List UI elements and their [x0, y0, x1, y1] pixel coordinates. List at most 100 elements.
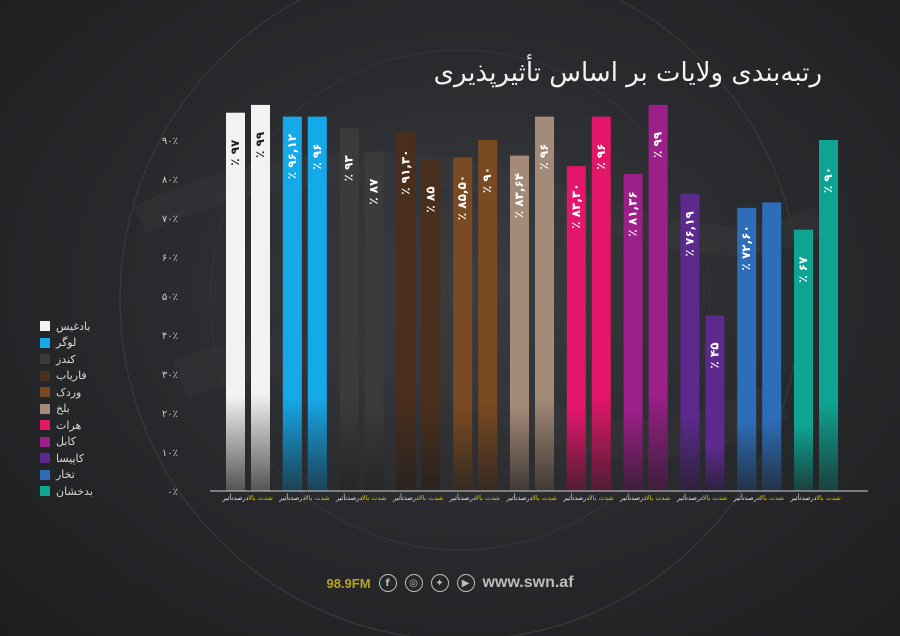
- x-tick-label: شدت بالا: [759, 494, 784, 502]
- bar-shade: [282, 397, 302, 491]
- website-link[interactable]: www.swn.af: [482, 574, 574, 591]
- bar-shade: [680, 416, 700, 491]
- bar-shade: [396, 401, 416, 491]
- legend-swatch: [40, 370, 50, 381]
- x-tick-label: درصدتأثیر: [335, 493, 362, 502]
- x-tick-label: شدت بالا: [703, 494, 728, 502]
- bar-shade: [226, 396, 245, 491]
- bar-shade: [251, 394, 270, 491]
- legend-label: هرات: [56, 418, 82, 432]
- x-tick-label: شدت بالا: [816, 494, 841, 502]
- bar-shade: [478, 403, 498, 491]
- bar-shade: [510, 407, 529, 491]
- legend-swatch: [40, 420, 50, 431]
- legend-swatch: [40, 453, 50, 464]
- bar-shade: [705, 447, 725, 491]
- x-tick-label: شدت بالا: [305, 494, 330, 502]
- x-tick-label: شدت بالا: [248, 494, 273, 502]
- legend-item: بادغیس: [40, 318, 130, 335]
- bar-shade: [819, 403, 838, 491]
- legend-item: لوگر: [40, 335, 130, 352]
- legend-swatch: [40, 354, 50, 365]
- x-tick-label: درصدتأثیر: [562, 493, 589, 502]
- x-tick-label: درصدتأثیر: [278, 493, 305, 502]
- y-tick-label: ۸۰٪: [162, 175, 178, 186]
- footer: 98.9FM f ◎ ✦ ▶ www.swn.af: [0, 574, 900, 592]
- bar-value-label: ٪ ۹۷: [228, 139, 242, 166]
- bar-shade: [535, 397, 554, 491]
- x-tick-label: شدت بالا: [646, 494, 671, 502]
- legend-label: بادغیس: [56, 319, 91, 333]
- x-tick-label: شدت بالا: [589, 494, 614, 502]
- y-tick-label: ۴۰٪: [162, 331, 178, 342]
- legend-swatch: [40, 469, 50, 480]
- bar-value-label: ٪ ۴۵: [707, 342, 721, 368]
- legend-swatch: [40, 337, 50, 348]
- legend-item: وردک: [40, 384, 130, 401]
- x-tick-label: درصدتأثیر: [449, 493, 476, 502]
- legend-swatch: [40, 321, 50, 332]
- legend-swatch: [40, 387, 50, 398]
- y-tick-label: ۱۰٪: [162, 448, 178, 459]
- y-tick-label: ۵۰٪: [162, 292, 178, 303]
- bar-shade: [591, 397, 611, 491]
- bar-value-label: ٪ ۶۷: [796, 256, 810, 283]
- instagram-icon[interactable]: ◎: [404, 574, 423, 592]
- bar-value-label: ٪ ۹۰: [821, 167, 835, 193]
- y-tick-label: ۰٪: [167, 487, 178, 498]
- bar-shade: [453, 407, 473, 491]
- bar-value-label: ٪ ۷۲,۶۰: [739, 225, 753, 270]
- legend-item: هرات: [40, 417, 130, 434]
- legend-label: کندز: [56, 352, 76, 366]
- x-tick-label: شدت بالا: [532, 494, 557, 502]
- bar-value-label: ٪ ۹۹: [253, 131, 267, 158]
- bar-shade: [421, 408, 441, 491]
- bar-value-label: ٪ ۹۰: [480, 167, 494, 193]
- legend-label: کابل: [56, 435, 76, 449]
- legend: بادغیس لوگر کندز فاریاب وردک بلخ هرات کابل کاپیس…: [40, 318, 130, 500]
- bar-value-label: ٪ ۹۹: [651, 131, 665, 158]
- legend-label: بلخ: [56, 402, 70, 416]
- x-tick-label: درصدتأثیر: [733, 493, 760, 502]
- legend-label: تخار: [56, 468, 75, 482]
- bar-value-label: ٪ ۸۳,۶۴: [512, 173, 526, 218]
- bar-shade: [762, 418, 782, 491]
- y-tick-label: ۹۰٪: [162, 136, 178, 147]
- bar-value-label: ٪ ۹۶: [594, 144, 608, 170]
- twitter-icon[interactable]: ✦: [430, 574, 449, 592]
- bar-value-label: ٪ ۸۱,۳۶: [626, 191, 640, 236]
- x-tick-label: درصدتأثیر: [505, 493, 532, 502]
- legend-item: کندز: [40, 351, 130, 368]
- bar-value-label: ٪ ۸۵: [423, 186, 437, 212]
- legend-label: فاریاب: [56, 369, 87, 383]
- bar-value-label: ٪ ۸۵,۵۰: [455, 175, 469, 220]
- legend-swatch: [40, 403, 50, 414]
- legend-item: کابل: [40, 434, 130, 451]
- chart-title: رتبه‌بندی ولایات بر اساس تأثیرپذیری: [433, 58, 822, 88]
- y-tick-label: ۷۰٪: [162, 214, 178, 225]
- facebook-icon[interactable]: f: [378, 574, 397, 592]
- legend-item: بدخشان: [40, 483, 130, 500]
- legend-swatch: [40, 436, 50, 447]
- youtube-icon[interactable]: ▶: [456, 574, 475, 592]
- y-tick-label: ۳۰٪: [162, 370, 178, 381]
- bar-value-label: ٪ ۹۶: [310, 144, 324, 170]
- x-tick-label: شدت بالا: [419, 494, 444, 502]
- legend-item: تخار: [40, 467, 130, 484]
- legend-label: کاپیسا: [56, 451, 85, 465]
- x-tick-label: درصدتأثیر: [789, 493, 816, 502]
- x-tick-label: درصدتأثیر: [619, 493, 646, 502]
- bar-value-label: ٪ ۸۷: [367, 178, 381, 205]
- y-tick-label: ۶۰٪: [162, 253, 178, 264]
- bar-value-label: ٪ ۹۱,۳۰: [398, 150, 412, 195]
- bar-value-label: ٪ ۹۶: [537, 144, 551, 170]
- bar-value-label: ٪ ۹۳: [342, 155, 356, 182]
- x-tick-label: شدت بالا: [362, 494, 387, 502]
- bar-shade: [794, 425, 813, 491]
- bar-shade: [623, 411, 643, 491]
- bar-value-label: ٪ ۸۳,۳۰: [569, 183, 583, 228]
- legend-item: فاریاب: [40, 368, 130, 385]
- legend-item: بلخ: [40, 401, 130, 418]
